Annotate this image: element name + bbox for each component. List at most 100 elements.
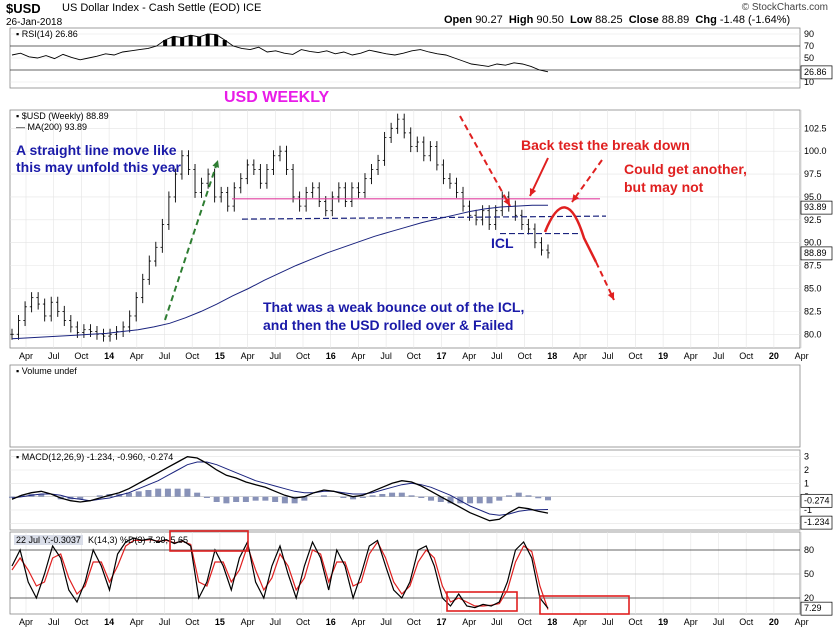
dash-icon: — (16, 122, 25, 132)
stockcharts-logo[interactable]: © StockCharts.com (741, 2, 828, 13)
macd-y-tick: -1 (804, 505, 812, 515)
macd-histogram-bar (369, 495, 376, 497)
chart-symbol: $USD (6, 1, 41, 16)
annotation-overlay (164, 115, 630, 615)
macd-histogram-bar (340, 496, 347, 498)
x-tick-label: Oct (518, 351, 533, 361)
title-annotation: USD WEEKLY (224, 89, 330, 106)
macd-histogram-bar (389, 492, 396, 497)
price-y-tick: 95.0 (804, 192, 822, 202)
x-tick-label: Jul (159, 351, 171, 361)
macd-series (9, 456, 551, 522)
macd-histogram-bar (135, 491, 142, 497)
macd-y-tick: 2 (804, 465, 809, 475)
neckline-line (241, 215, 607, 220)
macd-histogram-bar (408, 495, 415, 497)
back-test-annotation: Back test the break down (521, 137, 690, 153)
macd-histogram-bar (213, 496, 220, 502)
price-y-tick: 97.5 (804, 169, 822, 179)
x-tick-label: 15 (215, 617, 225, 627)
macd-histogram-bar (203, 496, 210, 498)
macd-last-value-box (800, 515, 833, 530)
price-panel-frame (9, 109, 801, 349)
macd-histogram-bar (125, 492, 132, 497)
x-tick-label: Jul (491, 617, 503, 627)
x-tick-label: 14 (104, 617, 114, 627)
macd-last-value: -1.234 (804, 517, 830, 527)
x-tick-label: Jul (270, 617, 282, 627)
could-get-annotation: Could get another, but may not (624, 161, 747, 195)
stoch-last-value: 7.29 (804, 603, 822, 613)
price-y-tick: 80.0 (804, 329, 822, 339)
high-label: High (508, 14, 534, 26)
macd-histogram-bar (428, 496, 435, 501)
rsi-series (11, 33, 549, 73)
macd-histogram-bar (184, 488, 191, 497)
chart-gridlines (10, 33, 802, 614)
chart-date: 26-Jan-2018 (6, 17, 63, 28)
macd-histogram-bar (38, 494, 45, 497)
x-tick-label: Oct (74, 617, 89, 627)
rsi-y-tick: 70 (804, 41, 814, 51)
exchange-text: ICE (242, 2, 262, 14)
x-tick-label: Oct (739, 351, 754, 361)
x-tick-label: Apr (462, 617, 476, 627)
could-get-arrow-head (572, 194, 580, 202)
macd-histogram-bar (174, 488, 181, 497)
x-tick-label: 18 (547, 617, 557, 627)
x-tick-label: 19 (658, 617, 668, 627)
price-y-tick: 85.0 (804, 284, 822, 294)
macd-line (11, 456, 549, 522)
macd-histogram-bar (18, 495, 25, 497)
macd-label: ▪ MACD(12,26,9) -1.234, -0.960, -0.274 (16, 452, 173, 462)
x-tick-label: Apr (19, 617, 33, 627)
x-tick-label: Jul (380, 351, 392, 361)
x-tick-label: Oct (296, 351, 311, 361)
x-tick-label: Oct (407, 351, 422, 361)
ma200-last-value: 93.89 (804, 202, 827, 212)
macd-panel-frame (9, 449, 801, 531)
price-y-tick: 90.0 (804, 238, 822, 248)
rsi-y-tick: 50 (804, 53, 814, 63)
open-value: 90.27 (475, 14, 503, 26)
x-tick-label: Oct (74, 351, 89, 361)
square-icon: ▪ (16, 452, 20, 462)
green-projection-arrow (164, 159, 219, 321)
macd-histogram-bar (194, 492, 201, 497)
x-tick-label: Apr (130, 617, 144, 627)
close-value: 88.89 (661, 14, 690, 26)
macd-histogram-bar (476, 496, 483, 504)
volume-label-text: Volume undef (21, 366, 77, 376)
macd-histogram-bar (96, 495, 103, 497)
stoch-label: K(14,3) %D(3) 7.29, 5.65 (88, 535, 189, 545)
x-tick-label: 16 (326, 617, 336, 627)
rsi-last-value-box (800, 65, 833, 80)
macd-histogram-bar (506, 495, 513, 497)
macd-histogram-bar (155, 488, 162, 497)
x-tick-label: Apr (241, 617, 255, 627)
x-tick-label: 17 (436, 351, 446, 361)
red-decline-arrow (459, 115, 511, 207)
stoch-y-tick: 20 (804, 593, 814, 603)
macd-histogram-bar (262, 496, 269, 501)
price-series (10, 113, 550, 342)
macd-y-tick: 3 (804, 452, 809, 462)
x-tick-label: Apr (241, 351, 255, 361)
stoch-k-line (11, 537, 549, 609)
rsi-label-text: RSI(14) 26.86 (21, 29, 78, 39)
price-y-tick: 87.5 (804, 261, 822, 271)
price-y-tick: 82.5 (804, 306, 822, 316)
chart-instrument-name: US Dollar Index - Cash Settle (EOD) ICE (62, 2, 261, 14)
rsi-last-value: 26.86 (804, 67, 827, 77)
instrument-name-text: US Dollar Index - Cash Settle (EOD) (62, 2, 240, 14)
green-projection-arrow-head (212, 160, 220, 168)
x-tick-label: Apr (19, 351, 33, 361)
macd-histogram-bar (515, 492, 522, 497)
macd-signal-line (11, 461, 549, 516)
x-tick-label: Oct (628, 351, 643, 361)
macd-histogram-bar (301, 496, 308, 501)
x-tick-label: 16 (326, 351, 336, 361)
macd-histogram-bar (233, 496, 240, 502)
square-icon: ▪ (16, 29, 20, 39)
macd-histogram-bar (164, 488, 171, 497)
